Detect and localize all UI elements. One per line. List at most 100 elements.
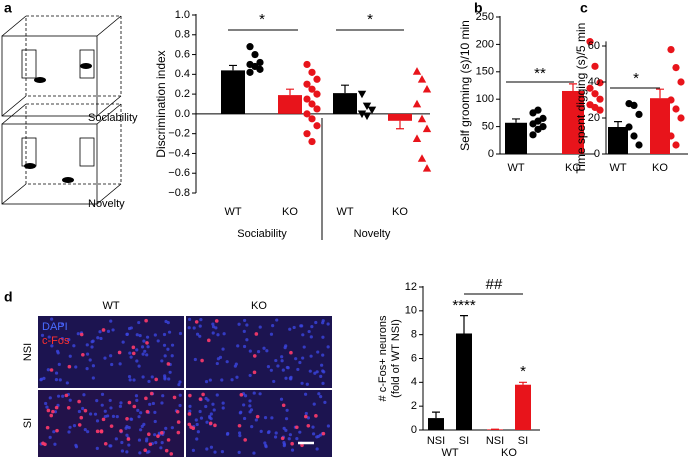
nucleus bbox=[284, 376, 288, 380]
nucleus bbox=[221, 347, 225, 351]
data-point bbox=[303, 130, 311, 138]
data-point bbox=[362, 112, 372, 121]
nucleus bbox=[114, 437, 118, 441]
cfos-cell bbox=[243, 438, 247, 442]
y-tick-label: 20 bbox=[588, 112, 600, 124]
nucleus bbox=[53, 410, 58, 414]
nucleus bbox=[188, 409, 192, 413]
data-point bbox=[534, 106, 542, 114]
nucleus bbox=[120, 440, 124, 445]
nucleus bbox=[272, 379, 276, 384]
annotation: * bbox=[520, 363, 526, 380]
cfos-cell bbox=[166, 438, 171, 442]
cfos-cell bbox=[101, 328, 106, 332]
nucleus bbox=[136, 408, 140, 413]
x-tick-label: KO bbox=[392, 206, 408, 218]
nucleus bbox=[300, 381, 304, 385]
cfos-cell bbox=[198, 397, 203, 401]
nucleus bbox=[208, 378, 212, 382]
nucleus bbox=[125, 450, 129, 454]
nucleus bbox=[125, 433, 129, 437]
nucleus bbox=[135, 398, 139, 402]
panel-label: d bbox=[4, 289, 13, 305]
cfos-cell bbox=[306, 424, 311, 428]
cfos-cell bbox=[144, 396, 148, 401]
cfos-cell bbox=[132, 404, 137, 409]
data-point bbox=[412, 134, 422, 142]
data-point bbox=[308, 68, 316, 76]
nucleus bbox=[273, 435, 278, 439]
data-point bbox=[308, 85, 316, 93]
nucleus bbox=[288, 327, 292, 331]
nucleus bbox=[103, 409, 107, 413]
nucleus bbox=[83, 428, 87, 432]
nucleus bbox=[141, 375, 145, 379]
bar bbox=[608, 127, 628, 154]
cfos-cell bbox=[290, 441, 294, 446]
nucleus bbox=[304, 411, 308, 416]
data-point bbox=[591, 62, 599, 70]
nucleus bbox=[326, 322, 330, 326]
cfos-cell bbox=[255, 414, 260, 419]
nucleus bbox=[140, 345, 145, 349]
nucleus bbox=[215, 361, 219, 366]
nucleus bbox=[279, 397, 284, 401]
data-point bbox=[635, 141, 643, 149]
nucleus bbox=[160, 441, 164, 445]
nucleus bbox=[308, 369, 312, 373]
nucleus bbox=[310, 325, 314, 329]
nucleus bbox=[127, 426, 131, 430]
nucleus bbox=[170, 343, 175, 347]
nucleus bbox=[264, 443, 268, 448]
nucleus bbox=[315, 370, 319, 374]
nucleus bbox=[68, 398, 72, 402]
data-point bbox=[586, 84, 594, 92]
nucleus bbox=[139, 428, 143, 432]
nucleus bbox=[139, 411, 143, 415]
nucleus bbox=[163, 354, 167, 358]
cfos-cell bbox=[131, 351, 136, 356]
nucleus bbox=[57, 362, 61, 366]
cfos-cell bbox=[125, 416, 129, 421]
nucleus bbox=[88, 412, 93, 416]
nucleus bbox=[138, 333, 142, 338]
y-tick-label: 40 bbox=[588, 76, 600, 88]
cfos-cell bbox=[79, 332, 84, 337]
nucleus bbox=[204, 380, 209, 384]
nucleus bbox=[187, 326, 191, 330]
cfos-cell bbox=[194, 320, 199, 324]
cfos-cell bbox=[103, 441, 108, 446]
nucleus bbox=[142, 422, 146, 426]
nucleus bbox=[68, 425, 72, 429]
nucleus bbox=[56, 394, 61, 398]
data-point bbox=[313, 105, 321, 113]
cfos-cell bbox=[281, 403, 286, 408]
nucleus bbox=[91, 364, 95, 368]
cfos-cell bbox=[41, 441, 45, 446]
cfos-cell bbox=[83, 408, 88, 413]
nucleus bbox=[296, 367, 300, 372]
nucleus bbox=[301, 356, 305, 360]
nucleus bbox=[81, 406, 85, 411]
nucleus bbox=[211, 331, 215, 335]
cfos-cell bbox=[175, 409, 180, 414]
data-point bbox=[357, 90, 367, 99]
x-tick-label: SI bbox=[518, 435, 528, 447]
cfos-cell bbox=[176, 430, 181, 435]
cfos-cell bbox=[166, 362, 171, 366]
y-tick-label: −0.4 bbox=[168, 147, 190, 159]
nucleus bbox=[321, 353, 325, 357]
y-tick-label: 1.0 bbox=[175, 9, 190, 21]
annotation: ## bbox=[486, 276, 503, 293]
cfos-cell bbox=[159, 431, 164, 435]
nucleus bbox=[198, 334, 202, 338]
nucleus bbox=[178, 403, 182, 408]
nucleus bbox=[221, 401, 225, 405]
nucleus bbox=[238, 411, 242, 415]
data-point bbox=[303, 110, 311, 118]
nucleus bbox=[127, 443, 131, 447]
cfos-cell bbox=[176, 420, 181, 424]
annotation: * bbox=[367, 11, 373, 28]
nucleus bbox=[265, 349, 269, 353]
nucleus bbox=[135, 333, 139, 337]
